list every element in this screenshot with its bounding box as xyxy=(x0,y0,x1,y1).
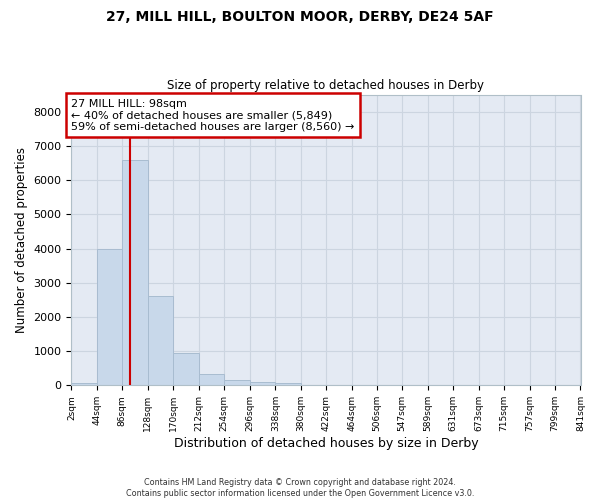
Text: 27, MILL HILL, BOULTON MOOR, DERBY, DE24 5AF: 27, MILL HILL, BOULTON MOOR, DERBY, DE24… xyxy=(106,10,494,24)
Bar xyxy=(173,353,199,386)
Bar xyxy=(71,383,97,386)
Bar xyxy=(148,296,173,386)
Bar xyxy=(199,374,224,386)
Bar xyxy=(250,382,275,386)
Bar xyxy=(224,380,250,386)
Text: Contains HM Land Registry data © Crown copyright and database right 2024.
Contai: Contains HM Land Registry data © Crown c… xyxy=(126,478,474,498)
Bar xyxy=(275,382,301,386)
X-axis label: Distribution of detached houses by size in Derby: Distribution of detached houses by size … xyxy=(173,437,478,450)
Title: Size of property relative to detached houses in Derby: Size of property relative to detached ho… xyxy=(167,79,484,92)
Y-axis label: Number of detached properties: Number of detached properties xyxy=(15,147,28,333)
Text: 27 MILL HILL: 98sqm
← 40% of detached houses are smaller (5,849)
59% of semi-det: 27 MILL HILL: 98sqm ← 40% of detached ho… xyxy=(71,98,355,132)
Bar xyxy=(97,248,122,386)
Bar xyxy=(122,160,148,386)
